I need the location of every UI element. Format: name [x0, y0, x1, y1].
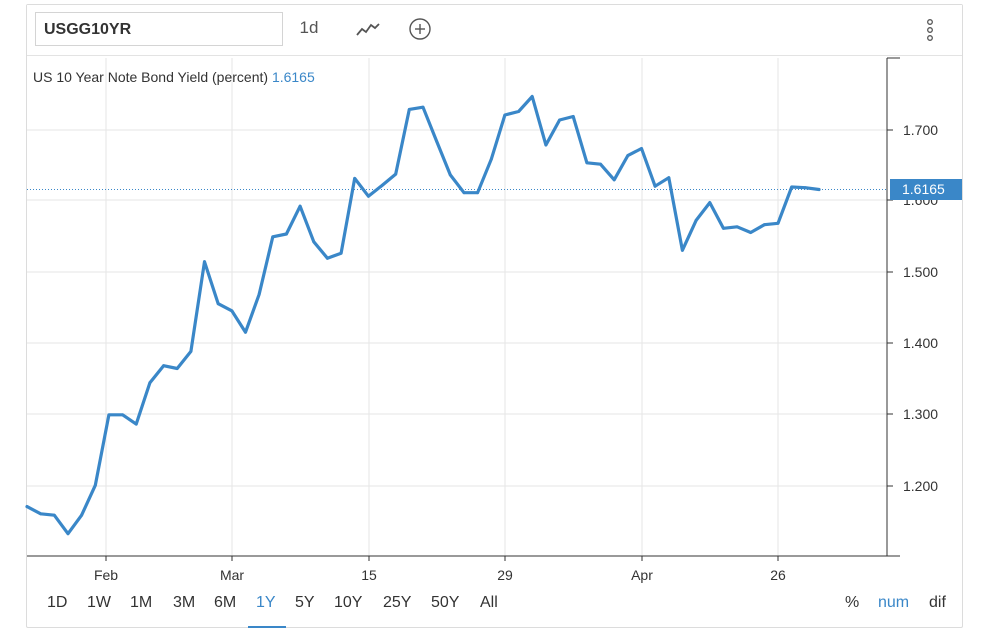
data-point [203, 260, 206, 264]
data-point [312, 240, 316, 244]
data-point [708, 201, 712, 205]
data-point [599, 162, 602, 166]
data-point [803, 186, 807, 190]
data-point [93, 483, 97, 487]
data-point [612, 178, 616, 182]
mode-button-dif[interactable]: dif [929, 594, 946, 611]
data-point [407, 108, 411, 111]
data-point [189, 350, 193, 353]
data-point [435, 140, 439, 143]
range-button-1m[interactable]: 1M [130, 594, 153, 611]
data-point [285, 232, 288, 236]
data-point [571, 115, 575, 118]
data-point [667, 176, 671, 180]
line-chart-icon[interactable] [354, 18, 382, 42]
range-button-6m[interactable]: 6M [214, 594, 237, 611]
data-point [790, 185, 794, 189]
chart-frame [26, 4, 963, 628]
data-point [585, 161, 589, 165]
data-point [380, 184, 384, 187]
range-button-5y[interactable]: 5Y [295, 594, 315, 611]
x-tick-label: Apr [631, 567, 653, 583]
data-point [421, 105, 425, 109]
x-tick-label: 15 [361, 567, 377, 583]
data-point [530, 95, 534, 98]
data-point [776, 221, 780, 225]
data-point [653, 184, 657, 188]
series-line [25, 94, 821, 536]
data-point [694, 219, 698, 222]
more-vertical-icon[interactable] [924, 17, 936, 45]
data-point [339, 251, 343, 255]
data-point [244, 330, 247, 334]
data-point [749, 231, 753, 234]
data-point [39, 512, 43, 516]
data-point [107, 413, 111, 417]
range-button-1w[interactable]: 1W [87, 594, 111, 611]
y-tick-label: 1.400 [903, 335, 938, 351]
last-value-tag: 1.6165 [890, 178, 962, 200]
data-point [80, 513, 83, 517]
data-point [394, 172, 398, 176]
x-tick-label: Feb [94, 567, 118, 583]
interval-selector[interactable]: 1d [299, 18, 319, 37]
data-point [175, 367, 179, 370]
data-point [148, 381, 152, 385]
data-point [517, 110, 520, 113]
data-point [271, 235, 275, 239]
data-point [735, 225, 739, 229]
x-tick-label: 26 [770, 567, 786, 583]
data-point [66, 532, 70, 536]
data-point [626, 154, 630, 158]
data-point [640, 147, 643, 150]
data-point [558, 118, 561, 122]
data-point [367, 194, 370, 198]
active-range-underline [248, 626, 286, 628]
data-point [216, 302, 220, 306]
data-point [489, 157, 493, 161]
x-tick-label: 29 [497, 567, 513, 583]
y-tick-label: 1.700 [903, 122, 938, 138]
data-point [476, 191, 479, 195]
data-point [230, 309, 234, 313]
data-point [121, 413, 124, 417]
data-point [25, 505, 29, 508]
y-tick-label: 1.300 [903, 406, 938, 422]
data-point [162, 364, 166, 368]
x-tick-label: Mar [220, 567, 244, 583]
range-button-1y[interactable]: 1Y [256, 594, 276, 611]
y-tick-label: 1.200 [903, 478, 938, 494]
add-circle-icon[interactable] [408, 17, 432, 41]
data-point [722, 226, 725, 230]
data-point [681, 248, 684, 252]
data-point [298, 204, 302, 208]
data-point [257, 293, 261, 296]
mode-button-percent[interactable]: % [845, 594, 860, 611]
range-button-1d[interactable]: 1D [47, 594, 68, 611]
range-button-50y[interactable]: 50Y [431, 594, 460, 611]
range-button-10y[interactable]: 10Y [334, 594, 363, 611]
mode-button-num[interactable]: num [878, 594, 910, 611]
data-point [763, 223, 766, 227]
range-button-3m[interactable]: 3M [173, 594, 196, 611]
range-button-all[interactable]: All [480, 594, 498, 611]
data-point [462, 191, 466, 195]
ticker-input[interactable]: USGG10YR [35, 12, 283, 46]
data-point [326, 256, 329, 260]
data-point [52, 513, 56, 517]
chart-title: US 10 Year Note Bond Yield (percent) 1.6… [33, 69, 315, 85]
data-point [503, 113, 507, 117]
data-point [134, 422, 138, 426]
chart-toolbar: USGG10YR 1d [27, 5, 962, 56]
chart-title-value: 1.6165 [271, 69, 315, 85]
data-point [353, 177, 357, 180]
range-button-25y[interactable]: 25Y [383, 594, 412, 611]
data-point [448, 173, 452, 177]
data-point [544, 143, 548, 147]
chart-title-name: US 10 Year Note Bond Yield (percent) [33, 69, 269, 85]
y-tick-label: 1.500 [903, 264, 938, 280]
